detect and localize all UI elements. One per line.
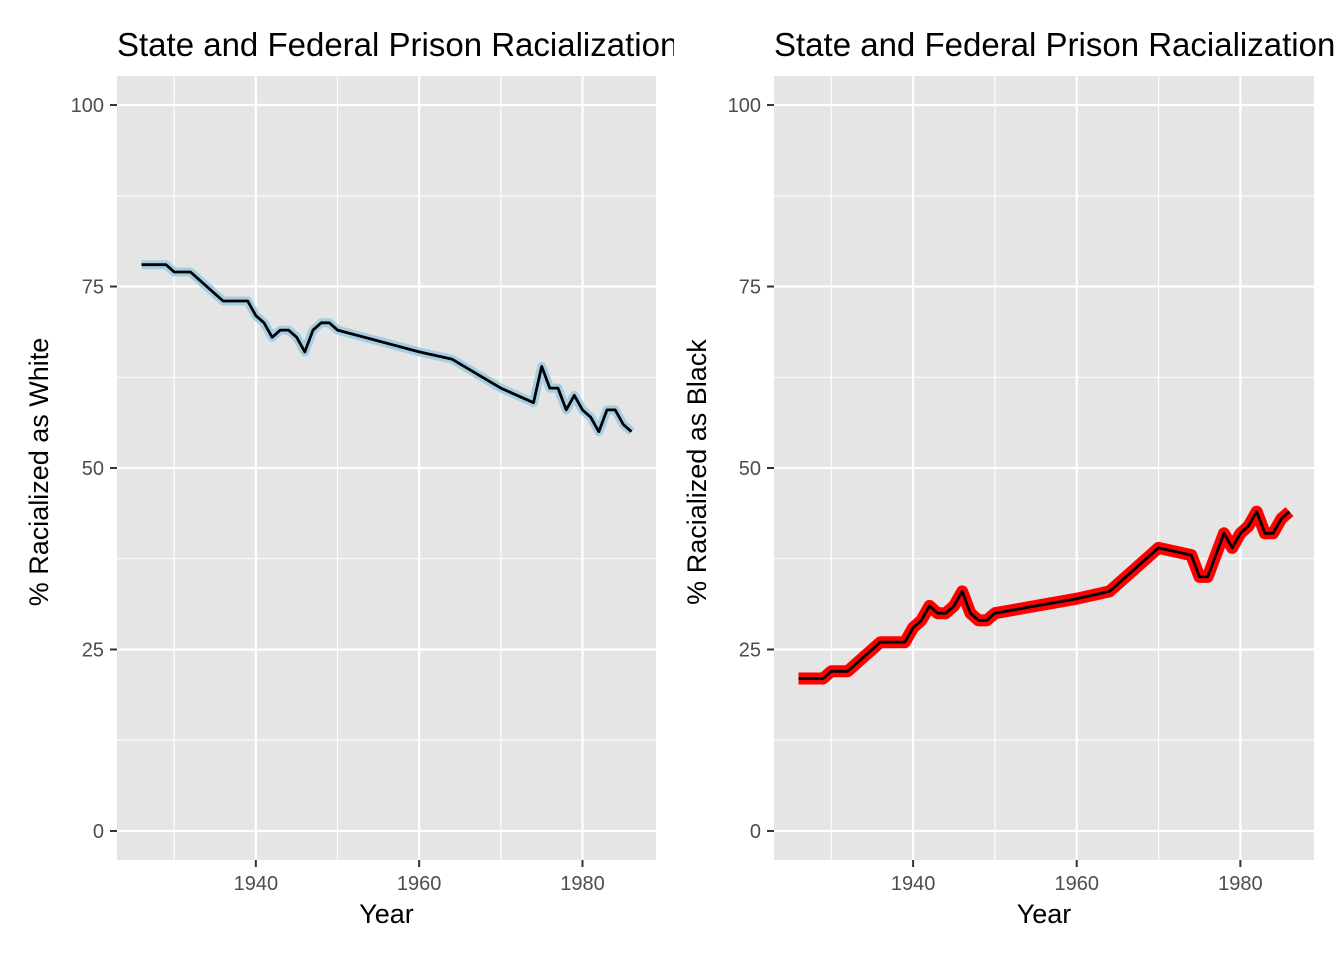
chart-title-black: State and Federal Prison Racialization [774, 26, 1335, 63]
x-tick-label-black: 1980 [1218, 873, 1263, 895]
y-tick-label-white: 25 [82, 639, 104, 661]
x-axis-title-black: Year [1017, 899, 1072, 929]
y-tick-label-black: 100 [728, 95, 761, 117]
y-axis-title-black: % Racialized as Black [682, 339, 712, 605]
y-tick-label-black: 25 [739, 639, 761, 661]
x-tick-label-white: 1960 [397, 873, 442, 895]
x-tick-label-black: 1940 [891, 873, 936, 895]
y-tick-label-white: 0 [93, 821, 104, 843]
x-axis-title-white: Year [359, 899, 414, 929]
chart-title-white: State and Federal Prison Racialization [117, 26, 678, 63]
panel-black: 1940 1960 1980 0 25 50 75 100 State and Federal… [682, 26, 1335, 929]
series-line-white [141, 263, 633, 434]
x-tick-label-black: 1960 [1054, 873, 1099, 895]
y-tick-label-white: 100 [71, 95, 104, 117]
y-tick-label-white: 75 [82, 277, 104, 299]
y-axis-title-white: % Racialized as White [24, 338, 54, 607]
y-tick-label-white: 50 [82, 458, 104, 480]
y-tick-label-black: 75 [739, 277, 761, 299]
y-tick-label-black: 50 [739, 458, 761, 480]
x-tick-label-white: 1980 [560, 873, 605, 895]
panel-white: 1940 1960 1980 0 25 50 75 100 State and Federal… [24, 26, 678, 929]
y-tick-label-black: 0 [750, 821, 761, 843]
series-line-black [798, 510, 1291, 680]
x-tick-label-white: 1940 [234, 873, 279, 895]
